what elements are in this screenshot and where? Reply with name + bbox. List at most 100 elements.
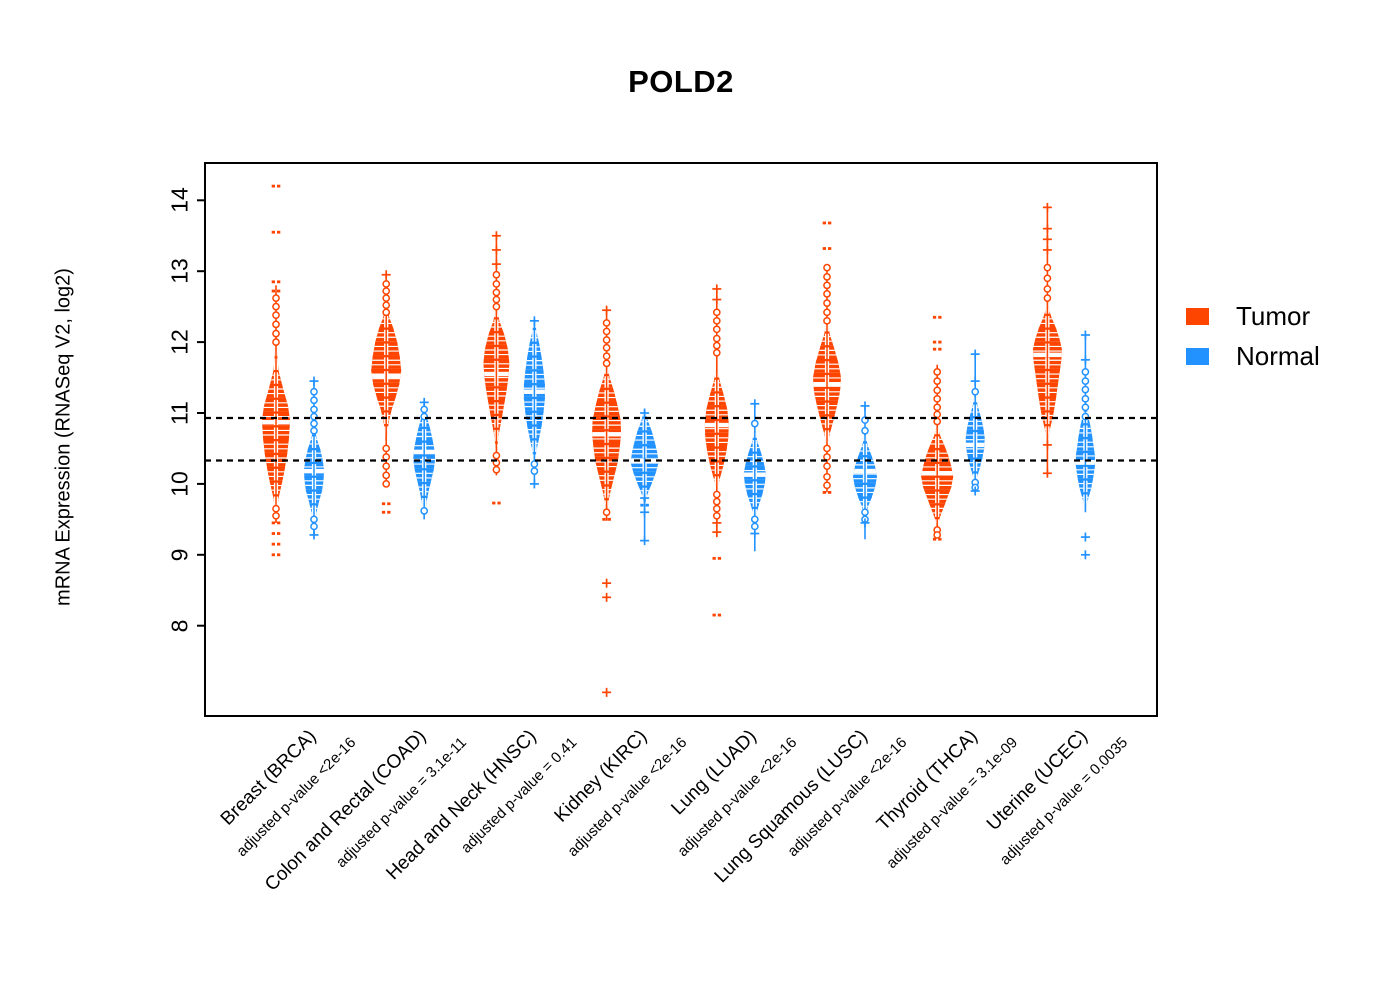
legend-label-normal: Normal <box>1236 340 1320 371</box>
data-point-circle <box>530 467 539 475</box>
data-point-circle <box>420 506 429 515</box>
violin-1n <box>413 397 436 520</box>
data-point-circle <box>823 472 831 481</box>
data-point-dash <box>822 221 826 225</box>
data-point-circle <box>712 334 721 343</box>
data-point-dash <box>271 553 275 557</box>
data-point-dash <box>822 491 826 494</box>
data-point-dash <box>492 501 496 505</box>
data-point-circle <box>823 453 831 461</box>
violin-7n <box>1075 330 1095 560</box>
data-point-circle <box>750 522 759 531</box>
data-point-circle <box>1081 385 1090 394</box>
data-point-dash <box>602 517 606 521</box>
legend: Tumor Normal <box>1186 296 1320 376</box>
data-point-circle <box>1081 368 1090 376</box>
data-point-circle <box>823 462 831 471</box>
data-point-circle <box>382 301 391 310</box>
chart-title: POLD2 <box>628 64 734 99</box>
data-point-circle <box>530 460 539 468</box>
data-point-circle <box>712 341 721 350</box>
plot-frame <box>204 162 1158 717</box>
data-point-circle <box>382 280 391 288</box>
violin-0n <box>304 376 324 540</box>
y-tick-label-10: 10 <box>166 471 193 497</box>
data-point-circle <box>602 327 611 336</box>
violin-6t <box>921 315 954 541</box>
data-point-circle <box>750 419 759 428</box>
data-point-circle <box>272 294 280 302</box>
data-point-circle <box>272 311 280 320</box>
data-point-circle <box>971 387 980 396</box>
data-point-circle <box>1081 377 1090 385</box>
data-point-circle <box>933 394 942 403</box>
data-point-circle <box>933 377 942 385</box>
data-point-circle <box>933 417 942 426</box>
violin-2t <box>483 231 510 505</box>
data-point-circle <box>310 405 318 414</box>
data-point-circle <box>382 444 391 453</box>
data-point-circle <box>492 288 501 297</box>
data-point-circle <box>382 471 391 480</box>
legend-item-tumor: Tumor <box>1186 296 1320 336</box>
data-point-circle <box>272 511 280 520</box>
legend-label-tumor: Tumor <box>1236 300 1311 331</box>
data-point-circle <box>712 490 721 499</box>
data-point-circle <box>382 462 391 471</box>
data-point-circle <box>712 316 721 325</box>
data-point-circle <box>933 403 942 412</box>
data-point-dash <box>932 537 937 541</box>
data-point-circle <box>602 319 611 327</box>
y-tick-label-11: 11 <box>166 401 193 425</box>
data-point-circle <box>272 329 280 338</box>
data-point-circle <box>272 320 280 329</box>
data-point-dash <box>640 503 644 507</box>
data-point-circle <box>602 336 611 344</box>
violin-5t <box>813 221 841 494</box>
data-point-circle <box>750 515 759 524</box>
data-point-dash <box>381 510 386 514</box>
data-point-circle <box>861 426 869 435</box>
data-point-circle <box>382 480 391 488</box>
data-point-circle <box>492 465 501 474</box>
data-point-circle <box>823 290 831 298</box>
violin-4n <box>743 399 766 552</box>
data-point-circle <box>492 270 501 279</box>
legend-item-normal: Normal <box>1186 336 1320 376</box>
data-point-circle <box>310 419 318 428</box>
data-point-circle <box>1043 294 1052 302</box>
data-point-circle <box>1081 403 1090 412</box>
data-point-circle <box>310 522 318 531</box>
data-point-circle <box>602 343 611 352</box>
data-point-dash <box>271 542 275 546</box>
y-axis-label: mRNA Expression (RNASeq V2, log2) <box>52 268 75 606</box>
data-point-dash <box>822 247 826 250</box>
data-point-circle <box>492 451 501 460</box>
data-point-circle <box>933 368 942 376</box>
data-point-dash <box>271 532 275 535</box>
data-point-circle <box>602 359 611 368</box>
data-point-dash <box>712 613 716 617</box>
data-point-circle <box>1081 394 1090 403</box>
data-point-circle <box>712 325 721 334</box>
data-point-circle <box>310 396 318 405</box>
data-point-circle <box>933 386 942 395</box>
data-point-circle <box>310 426 318 435</box>
data-point-circle <box>1043 274 1052 283</box>
data-point-circle <box>712 348 721 357</box>
data-point-circle <box>823 481 831 490</box>
data-point-dash <box>271 280 275 284</box>
y-tick-label-13: 13 <box>166 258 193 284</box>
data-point-circle <box>712 504 721 513</box>
violin-6n <box>965 349 985 496</box>
data-point-circle <box>382 453 391 461</box>
data-point-circle <box>823 263 831 272</box>
data-point-circle <box>712 497 721 506</box>
data-point-dash <box>271 230 275 234</box>
data-point-circle <box>420 405 429 414</box>
data-point-circle <box>933 410 942 419</box>
data-point-circle <box>382 308 391 317</box>
data-point-circle <box>861 508 869 517</box>
violin-2n <box>523 316 545 489</box>
violin-3n <box>630 408 659 546</box>
